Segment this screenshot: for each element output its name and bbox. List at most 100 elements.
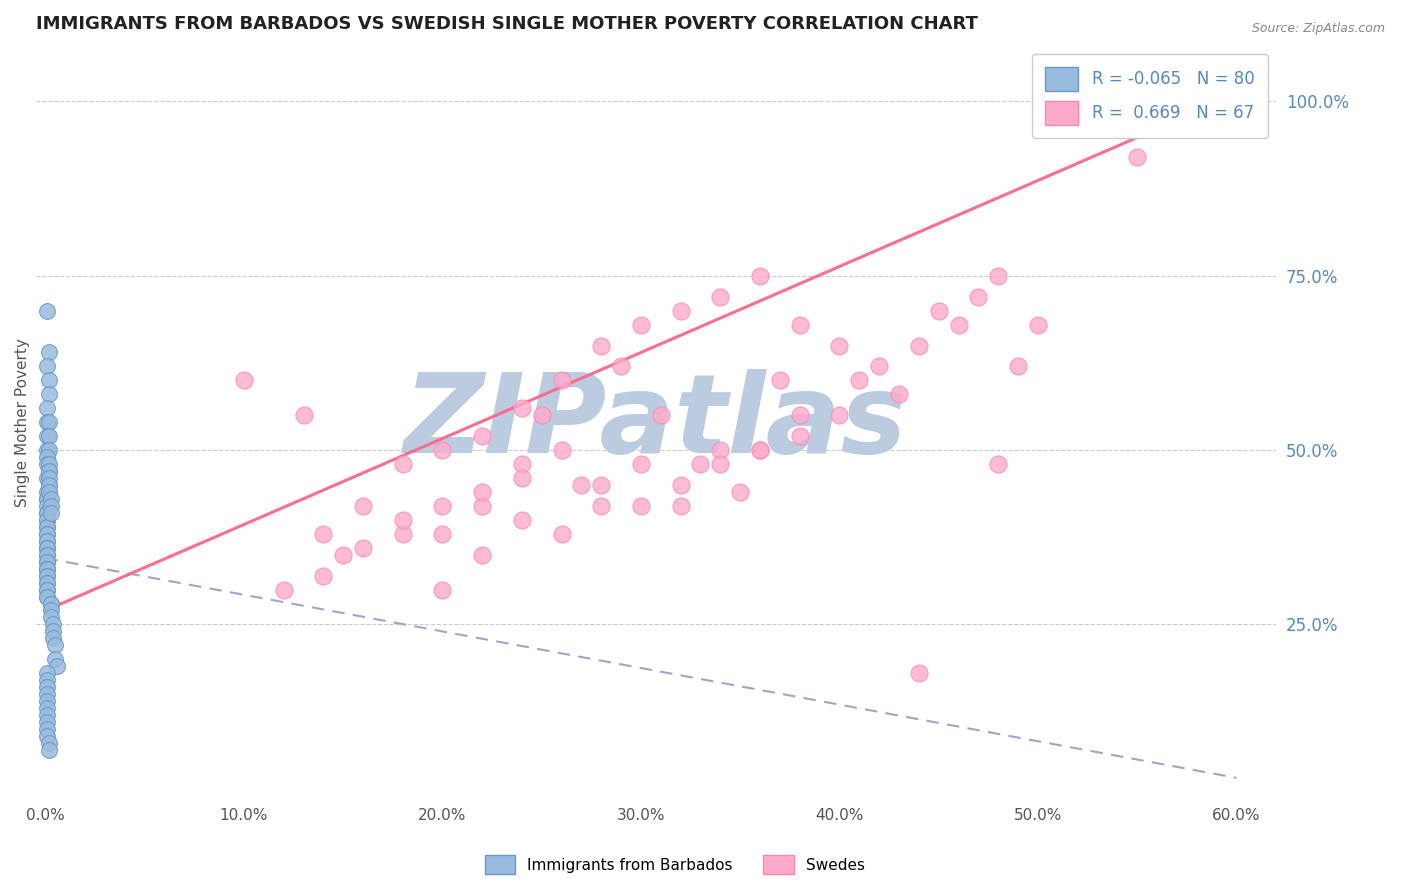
- Point: [37, 513, 59, 527]
- Point: [332, 548, 354, 562]
- Point: [591, 499, 613, 513]
- Point: [37, 701, 59, 715]
- Point: [510, 457, 533, 471]
- Point: [432, 443, 454, 458]
- Text: Source: ZipAtlas.com: Source: ZipAtlas.com: [1251, 22, 1385, 36]
- Point: [709, 443, 731, 458]
- Point: [571, 478, 593, 492]
- Point: [1126, 150, 1149, 164]
- Point: [728, 485, 751, 500]
- Point: [471, 485, 494, 500]
- Point: [789, 409, 811, 423]
- Point: [37, 526, 59, 541]
- Point: [37, 541, 59, 555]
- Point: [37, 568, 59, 582]
- Point: [42, 624, 65, 639]
- Point: [709, 457, 731, 471]
- Point: [689, 457, 711, 471]
- Point: [37, 541, 59, 555]
- Point: [42, 632, 65, 646]
- Point: [37, 687, 59, 701]
- Point: [37, 499, 59, 513]
- Point: [233, 373, 256, 387]
- Point: [38, 478, 60, 492]
- Point: [37, 526, 59, 541]
- Point: [37, 582, 59, 597]
- Point: [37, 666, 59, 681]
- Point: [46, 659, 69, 673]
- Point: [37, 694, 59, 708]
- Point: [38, 345, 60, 359]
- Point: [37, 561, 59, 575]
- Point: [38, 471, 60, 485]
- Point: [352, 499, 374, 513]
- Point: [37, 443, 59, 458]
- Point: [37, 513, 59, 527]
- Point: [37, 471, 59, 485]
- Point: [868, 359, 890, 374]
- Point: [37, 429, 59, 443]
- Point: [550, 373, 572, 387]
- Point: [37, 533, 59, 548]
- Point: [312, 526, 335, 541]
- Point: [312, 568, 335, 582]
- Point: [37, 520, 59, 534]
- Point: [41, 499, 63, 513]
- Point: [37, 722, 59, 736]
- Point: [550, 526, 572, 541]
- Point: [749, 443, 772, 458]
- Point: [37, 520, 59, 534]
- Point: [749, 443, 772, 458]
- Point: [41, 597, 63, 611]
- Point: [510, 513, 533, 527]
- Point: [352, 541, 374, 555]
- Point: [38, 373, 60, 387]
- Point: [41, 597, 63, 611]
- Point: [37, 582, 59, 597]
- Point: [669, 499, 692, 513]
- Point: [37, 533, 59, 548]
- Point: [38, 478, 60, 492]
- Point: [37, 491, 59, 506]
- Point: [550, 443, 572, 458]
- Point: [37, 548, 59, 562]
- Point: [789, 318, 811, 332]
- Point: [391, 513, 413, 527]
- Point: [887, 387, 910, 401]
- Point: [987, 268, 1010, 283]
- Point: [37, 506, 59, 520]
- Point: [38, 736, 60, 750]
- Point: [510, 401, 533, 416]
- Point: [38, 743, 60, 757]
- Point: [38, 464, 60, 478]
- Point: [948, 318, 970, 332]
- Point: [38, 443, 60, 458]
- Point: [471, 499, 494, 513]
- Point: [987, 457, 1010, 471]
- Point: [432, 499, 454, 513]
- Point: [42, 617, 65, 632]
- Text: ZIPatlas: ZIPatlas: [404, 368, 908, 475]
- Point: [44, 638, 66, 652]
- Point: [630, 318, 652, 332]
- Point: [669, 478, 692, 492]
- Point: [41, 506, 63, 520]
- Point: [38, 387, 60, 401]
- Point: [37, 590, 59, 604]
- Point: [749, 268, 772, 283]
- Point: [908, 666, 931, 681]
- Point: [37, 673, 59, 688]
- Point: [38, 457, 60, 471]
- Point: [530, 409, 553, 423]
- Point: [471, 429, 494, 443]
- Point: [471, 548, 494, 562]
- Point: [44, 652, 66, 666]
- Point: [908, 338, 931, 352]
- Point: [37, 561, 59, 575]
- Point: [591, 478, 613, 492]
- Point: [37, 541, 59, 555]
- Point: [37, 714, 59, 729]
- Point: [848, 373, 870, 387]
- Point: [610, 359, 633, 374]
- Point: [37, 401, 59, 416]
